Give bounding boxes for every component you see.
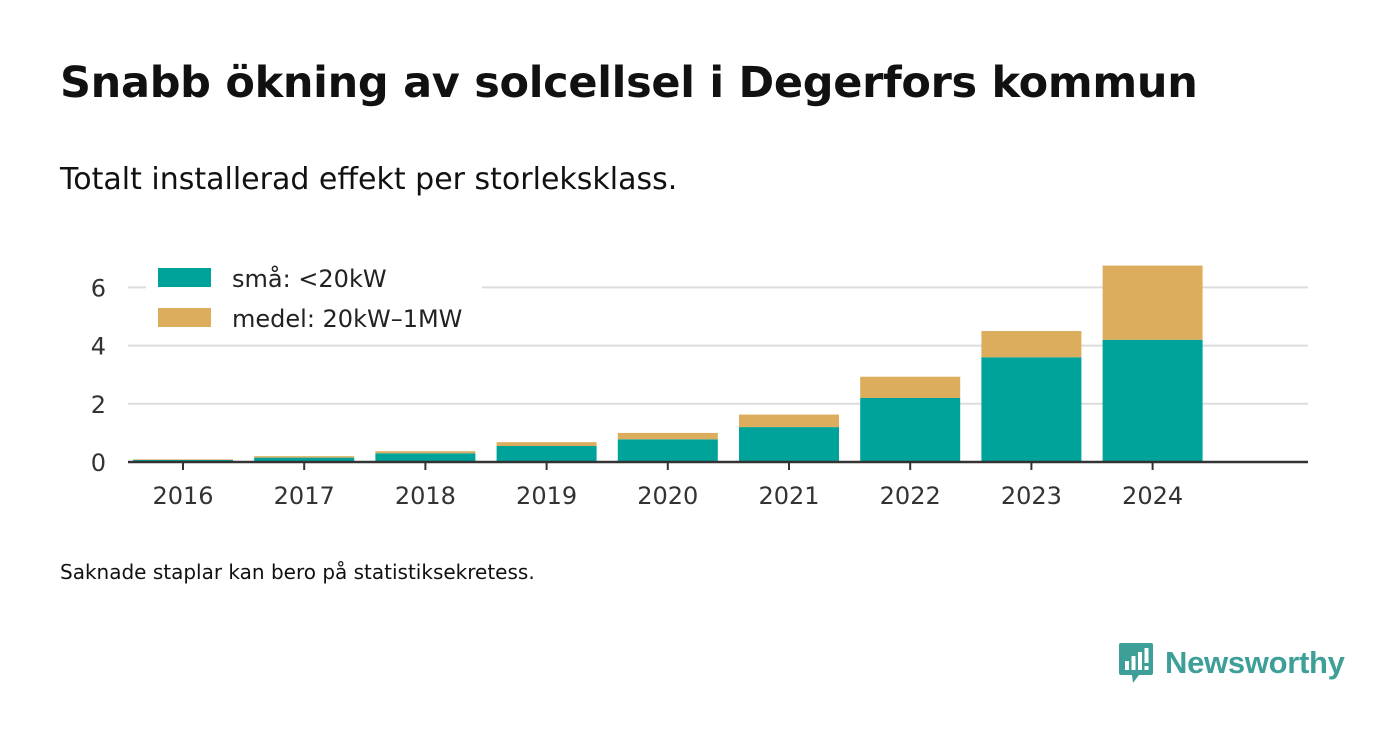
bar-2018-series-1	[375, 451, 476, 454]
bar-2021-series-0	[739, 427, 839, 462]
bar-2023-series-1	[981, 331, 1082, 358]
bar-2019-series-1	[496, 442, 597, 446]
bar-2017-series-1	[254, 456, 355, 458]
legend-label-0: små: <20kW	[232, 264, 387, 293]
legend-label-1: medel: 20kW–1MW	[232, 305, 462, 333]
x-tick-labels: 2016 2017 2018 2019 2020 2021 2022 2023 2024	[152, 462, 1183, 510]
y-tick-label: 6	[91, 274, 106, 302]
bar-2024-series-0	[1102, 339, 1203, 462]
brand-name: Newsworthy	[1165, 645, 1345, 680]
x-tick-label-2018: 2018	[395, 482, 456, 510]
bar-2022-series-1	[860, 376, 961, 398]
x-tick-label-2021: 2021	[758, 482, 819, 510]
x-tick-label-2023: 2023	[1001, 482, 1062, 510]
x-tick-label-2024: 2024	[1122, 482, 1183, 510]
bar-2017-series-0	[254, 457, 355, 462]
bar-2023-series-0	[981, 357, 1082, 462]
chart-title: Snabb ökning av solcellsel i Degerfors k…	[60, 58, 1198, 108]
bar-chart: 0 2 4 6 2016 2017 2018 2019 2020 2021 2022 2023 202…	[90, 258, 1308, 510]
bar-2020-series-0	[617, 439, 718, 462]
bar-2022-series-0	[860, 397, 961, 462]
x-tick-label-2016: 2016	[152, 482, 213, 510]
newsworthy-logo-icon	[1119, 643, 1153, 683]
bar-2021-series-1	[739, 414, 839, 428]
bar-2018-series-0	[375, 453, 476, 462]
bar-2024-series-1	[1102, 265, 1203, 340]
chart-subtitle: Totalt installerad effekt per storlekskl…	[60, 162, 678, 197]
bars	[133, 265, 1203, 462]
x-tick-label-2017: 2017	[274, 482, 335, 510]
legend-swatch-1	[158, 308, 211, 327]
y-tick-label: 4	[91, 333, 106, 361]
x-tick-label-2019: 2019	[516, 482, 577, 510]
x-tick-label-2020: 2020	[637, 482, 698, 510]
bar-2020-series-1	[617, 432, 718, 440]
legend-swatch-0	[158, 268, 211, 287]
legend: små: <20kW medel: 20kW–1MW	[146, 258, 482, 344]
y-tick-label: 0	[91, 449, 106, 477]
x-tick-label-2022: 2022	[880, 482, 941, 510]
bar-2016-series-1	[133, 459, 233, 460]
bar-2019-series-0	[496, 445, 597, 462]
y-tick-labels: 0 2 4 6	[91, 274, 106, 477]
brand-logo: Newsworthy	[1117, 641, 1345, 685]
footnote: Saknade staplar kan bero på statistiksek…	[60, 560, 535, 584]
y-tick-label: 2	[91, 391, 106, 419]
